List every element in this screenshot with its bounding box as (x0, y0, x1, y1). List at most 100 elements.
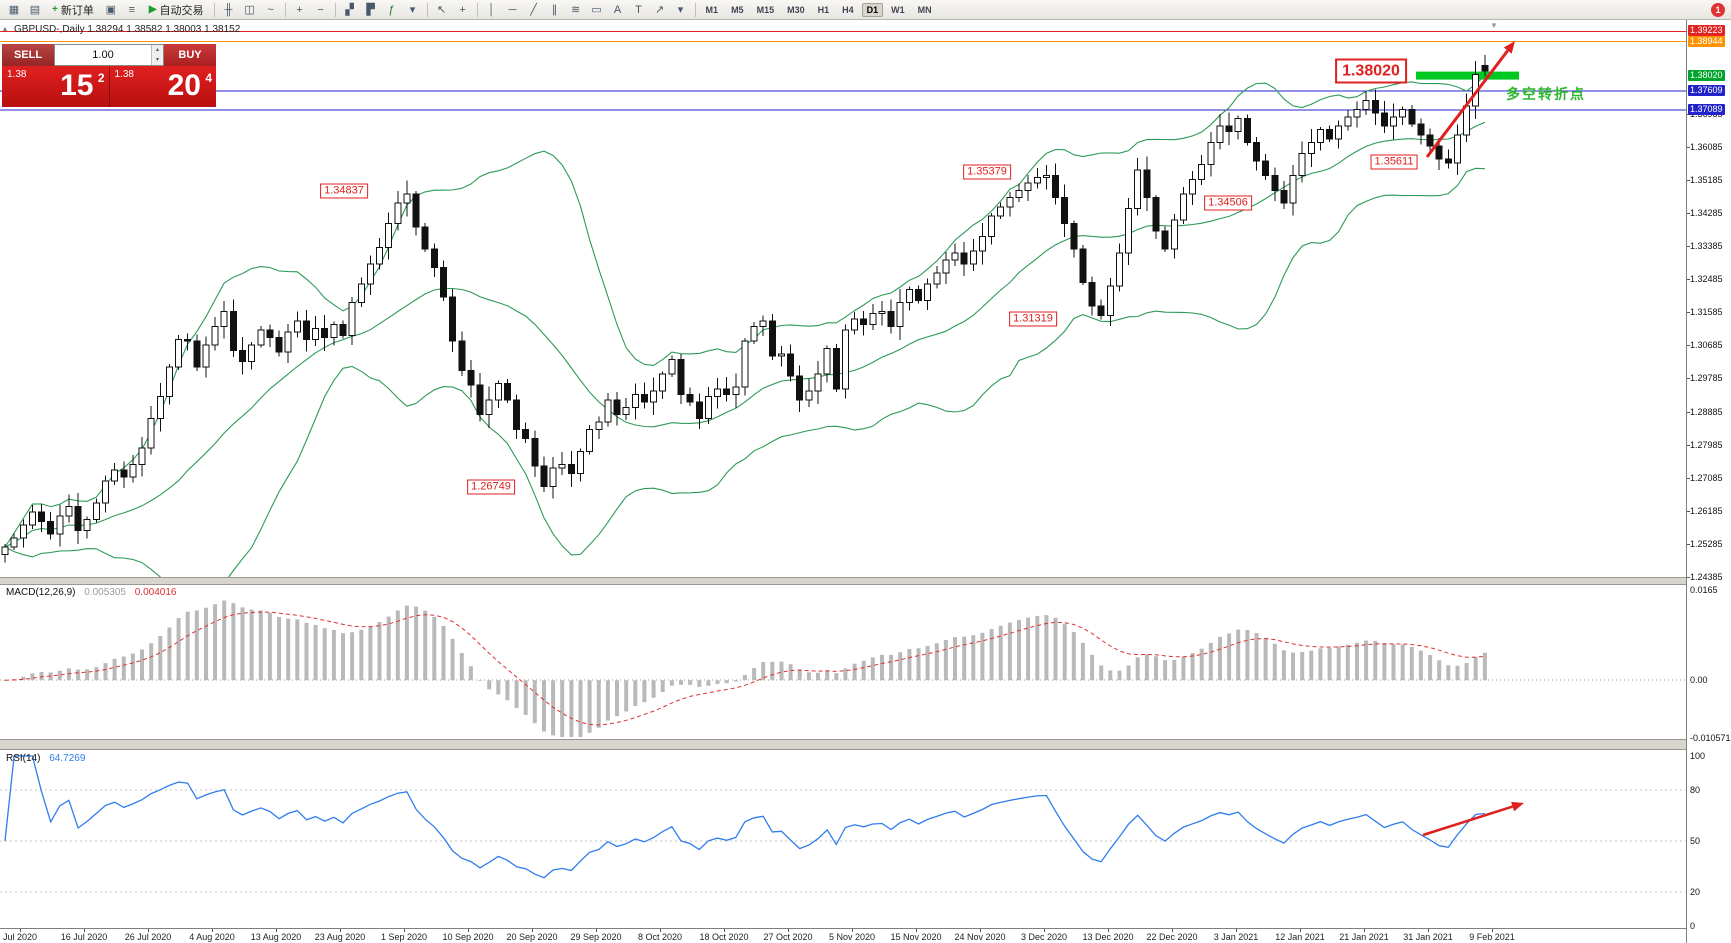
buy-price-pips: 20 (167, 69, 201, 102)
axis-tick (532, 929, 533, 932)
channel-icon[interactable]: ∥ (551, 3, 558, 16)
timeframe-m5[interactable]: M5 (731, 4, 744, 15)
date-axis-label: 29 Sep 2020 (570, 932, 622, 942)
axis-tick (1687, 146, 1690, 148)
crosshair-icon[interactable]: + (459, 3, 466, 16)
date-axis-label: 23 Aug 2020 (314, 932, 366, 942)
periods-dropdown-icon[interactable]: ▾ (409, 3, 416, 16)
dropdown-caret-icon[interactable]: ▾ (677, 3, 684, 16)
price-axis-label: 1.32485 (1690, 274, 1723, 285)
volume-input[interactable]: 1.00 ▴ ▾ (54, 44, 164, 66)
price-axis-label: 20 (1690, 887, 1701, 897)
trendline-icon[interactable]: ╱ (530, 3, 537, 16)
rsi-indicator-panel[interactable] (0, 750, 1686, 928)
fibonacci-icon[interactable]: ≋ (570, 3, 581, 16)
shapes-icon[interactable]: ▭ (591, 3, 602, 16)
text-icon[interactable]: T (635, 3, 642, 16)
price-axis-label: 1.24385 (1690, 572, 1723, 582)
tile-windows-icon[interactable]: ▞ (345, 3, 354, 16)
panel-splitter[interactable] (0, 739, 1686, 750)
main-price-chart[interactable] (0, 20, 1686, 577)
sell-button[interactable]: SELL (2, 44, 54, 66)
price-axis-label: 1.38020 (1688, 69, 1725, 81)
price-axis-label: 1.37609 (1688, 84, 1725, 96)
cascade-windows-icon[interactable]: ▛ (366, 3, 375, 16)
toolbar-separator (476, 2, 478, 17)
notification-badge[interactable]: 1 (1711, 3, 1725, 17)
auto-trading-button-label: 自动交易 (159, 4, 204, 17)
timeframe-m15[interactable]: M15 (756, 4, 775, 15)
date-axis-label: 21 Jan 2021 (1339, 932, 1389, 942)
toolbar-separator (426, 2, 428, 17)
axis-tick (1687, 411, 1690, 413)
price-axis-label: 1.26185 (1690, 505, 1723, 516)
axis-tick (1687, 543, 1690, 545)
date-axis-label: 24 Nov 2020 (954, 932, 1006, 942)
axis-tick (1687, 378, 1690, 380)
sell-quote-panel[interactable]: 1.38 15 2 (2, 66, 110, 107)
price-axis-label: 1.31585 (1690, 307, 1723, 318)
vertical-line-icon[interactable]: │ (488, 3, 495, 16)
ohlc-bars-icon[interactable]: ╫ (224, 3, 233, 16)
date-axis-label: 15 Nov 2020 (890, 932, 942, 942)
price-axis-label: 0.0165 (1690, 585, 1718, 595)
macd-indicator-panel[interactable] (0, 585, 1686, 739)
zoom-out-icon[interactable]: − (317, 3, 324, 16)
price-axis-label: 1.29785 (1690, 373, 1723, 384)
date-axis-label: 3 Dec 2020 (1020, 932, 1068, 942)
buy-quote-panel[interactable]: 1.38 20 4 (109, 66, 216, 107)
sell-price-pips: 15 (60, 69, 94, 102)
date-axis-label: 26 Jul 2020 (124, 932, 172, 942)
axis-tick (1687, 345, 1690, 347)
timeframe-w1[interactable]: W1 (891, 4, 905, 15)
cursor-icon[interactable]: ↖ (436, 3, 447, 16)
date-axis-label: 8 Oct 2020 (637, 932, 683, 942)
timeframe-d1[interactable]: D1 (861, 2, 884, 17)
panel-splitter[interactable] (0, 577, 1686, 585)
axis-tick (1687, 279, 1690, 281)
date-axis-label: 20 Sep 2020 (506, 932, 558, 942)
axis-tick (84, 929, 85, 932)
axis-tick (660, 929, 661, 932)
buy-button[interactable]: BUY (164, 44, 216, 66)
line-chart-icon[interactable]: ~ (267, 3, 274, 16)
volume-value[interactable]: 1.00 (92, 49, 114, 61)
timeframe-h4[interactable]: H4 (842, 4, 854, 15)
price-axis[interactable]: 1.369851.360851.351851.342851.333851.324… (1686, 20, 1731, 943)
time-axis[interactable]: Jul 2020 16 Jul 2020 26 Jul 2020 4 Aug 2020… (0, 928, 1686, 943)
chart-window-icon[interactable]: ▦ (8, 3, 20, 16)
one-click-trade-widget: SELL 1.00 ▴ ▾ BUY 1.38 15 2 1.38 (2, 44, 216, 107)
market-depth-icon[interactable]: ≡ (128, 3, 136, 16)
chart-list-icon[interactable]: ▣ (105, 3, 117, 16)
price-axis-label: 1.37089 (1688, 103, 1725, 115)
toolbar: ▦ ▤ + 新订单 ▣ ≡ ▶ 自动交易 ╫ ◫ ~ + − ▞ ▛ ƒ ▾ ↖ + │ ─ ╱ ∥ ≋ ▭ A T ↗ ▾ M1 M5 M1… (0, 0, 1731, 20)
axis-tick (1172, 929, 1173, 932)
indicators-icon[interactable]: ƒ (388, 3, 395, 16)
price-axis-label: 1.33385 (1690, 241, 1723, 252)
axis-tick (1364, 929, 1365, 932)
toolbar-separator (694, 2, 696, 17)
price-axis-label: 100 (1690, 751, 1706, 761)
zoom-in-icon[interactable]: + (296, 3, 303, 16)
profiles-icon[interactable]: ▤ (29, 3, 41, 16)
axis-tick (404, 929, 405, 932)
text-label-icon[interactable]: A (613, 3, 622, 16)
date-axis-label: 4 Aug 2020 (189, 932, 235, 942)
timeframe-mn[interactable]: MN (917, 4, 932, 15)
axis-tick (1492, 929, 1493, 932)
volume-decrease-icon[interactable]: ▾ (152, 55, 163, 65)
timeframe-m30[interactable]: M30 (787, 4, 805, 15)
arrows-icon[interactable]: ↗ (654, 3, 665, 16)
auto-trading-button[interactable]: ▶ 自动交易 (143, 2, 210, 18)
price-axis-label: 1.34285 (1690, 208, 1723, 218)
horizontal-line-icon[interactable]: ─ (508, 3, 517, 16)
price-axis-label: 1.28885 (1690, 406, 1723, 417)
timeframe-h1[interactable]: H1 (817, 4, 830, 15)
price-axis-label: 1.39223 (1688, 25, 1725, 37)
price-axis-label: 1.30685 (1690, 340, 1723, 351)
new-order-button[interactable]: + 新订单 (46, 2, 100, 18)
timeframe-m1[interactable]: M1 (705, 4, 719, 15)
volume-increase-icon[interactable]: ▴ (152, 45, 163, 55)
candlestick-icon[interactable]: ◫ (244, 3, 255, 16)
